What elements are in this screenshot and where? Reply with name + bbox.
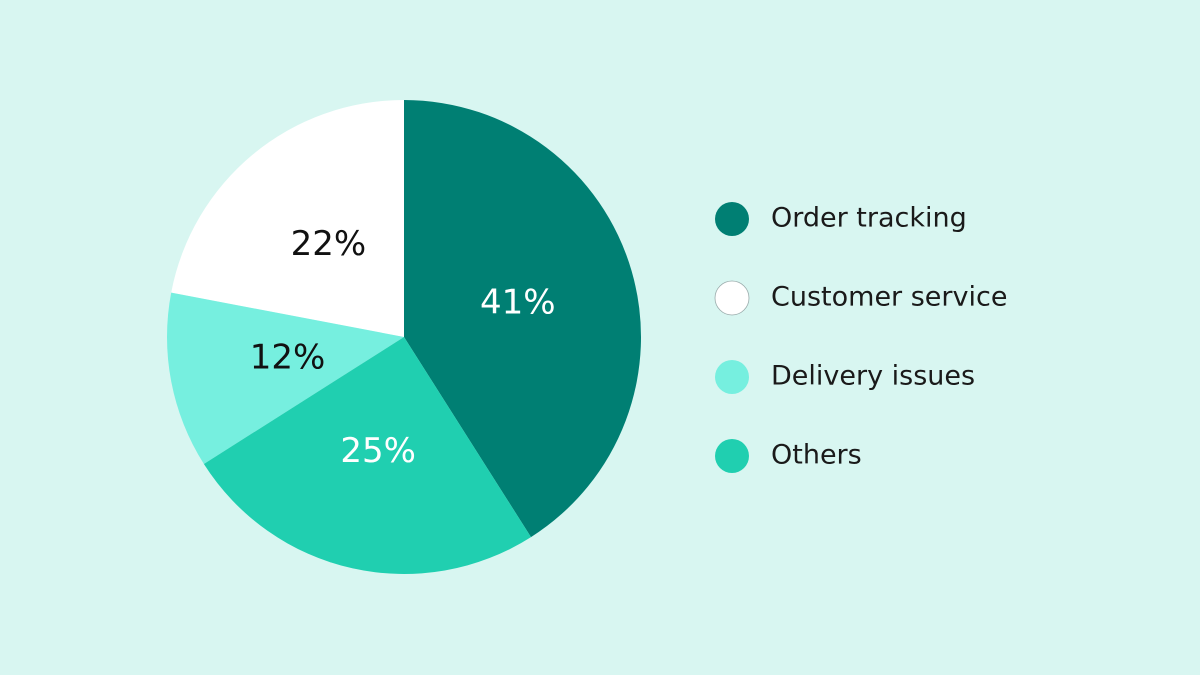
pie-slice <box>404 100 641 538</box>
pie-slice <box>167 292 404 464</box>
pie-slice <box>203 337 531 574</box>
legend-label: Customer service <box>771 282 1007 313</box>
legend-label: Delivery issues <box>771 361 975 392</box>
legend-swatch <box>715 439 749 473</box>
legend-label: Others <box>771 440 862 471</box>
value-label: 12% <box>250 338 326 378</box>
pie-slice <box>171 100 404 337</box>
value-label: 22% <box>291 224 367 264</box>
legend-swatch <box>715 360 749 394</box>
value-label: 41% <box>480 282 556 322</box>
legend-swatch <box>714 280 750 316</box>
value-label: 25% <box>340 431 416 471</box>
legend-label: Order tracking <box>771 203 967 234</box>
legend-swatch <box>715 202 749 236</box>
